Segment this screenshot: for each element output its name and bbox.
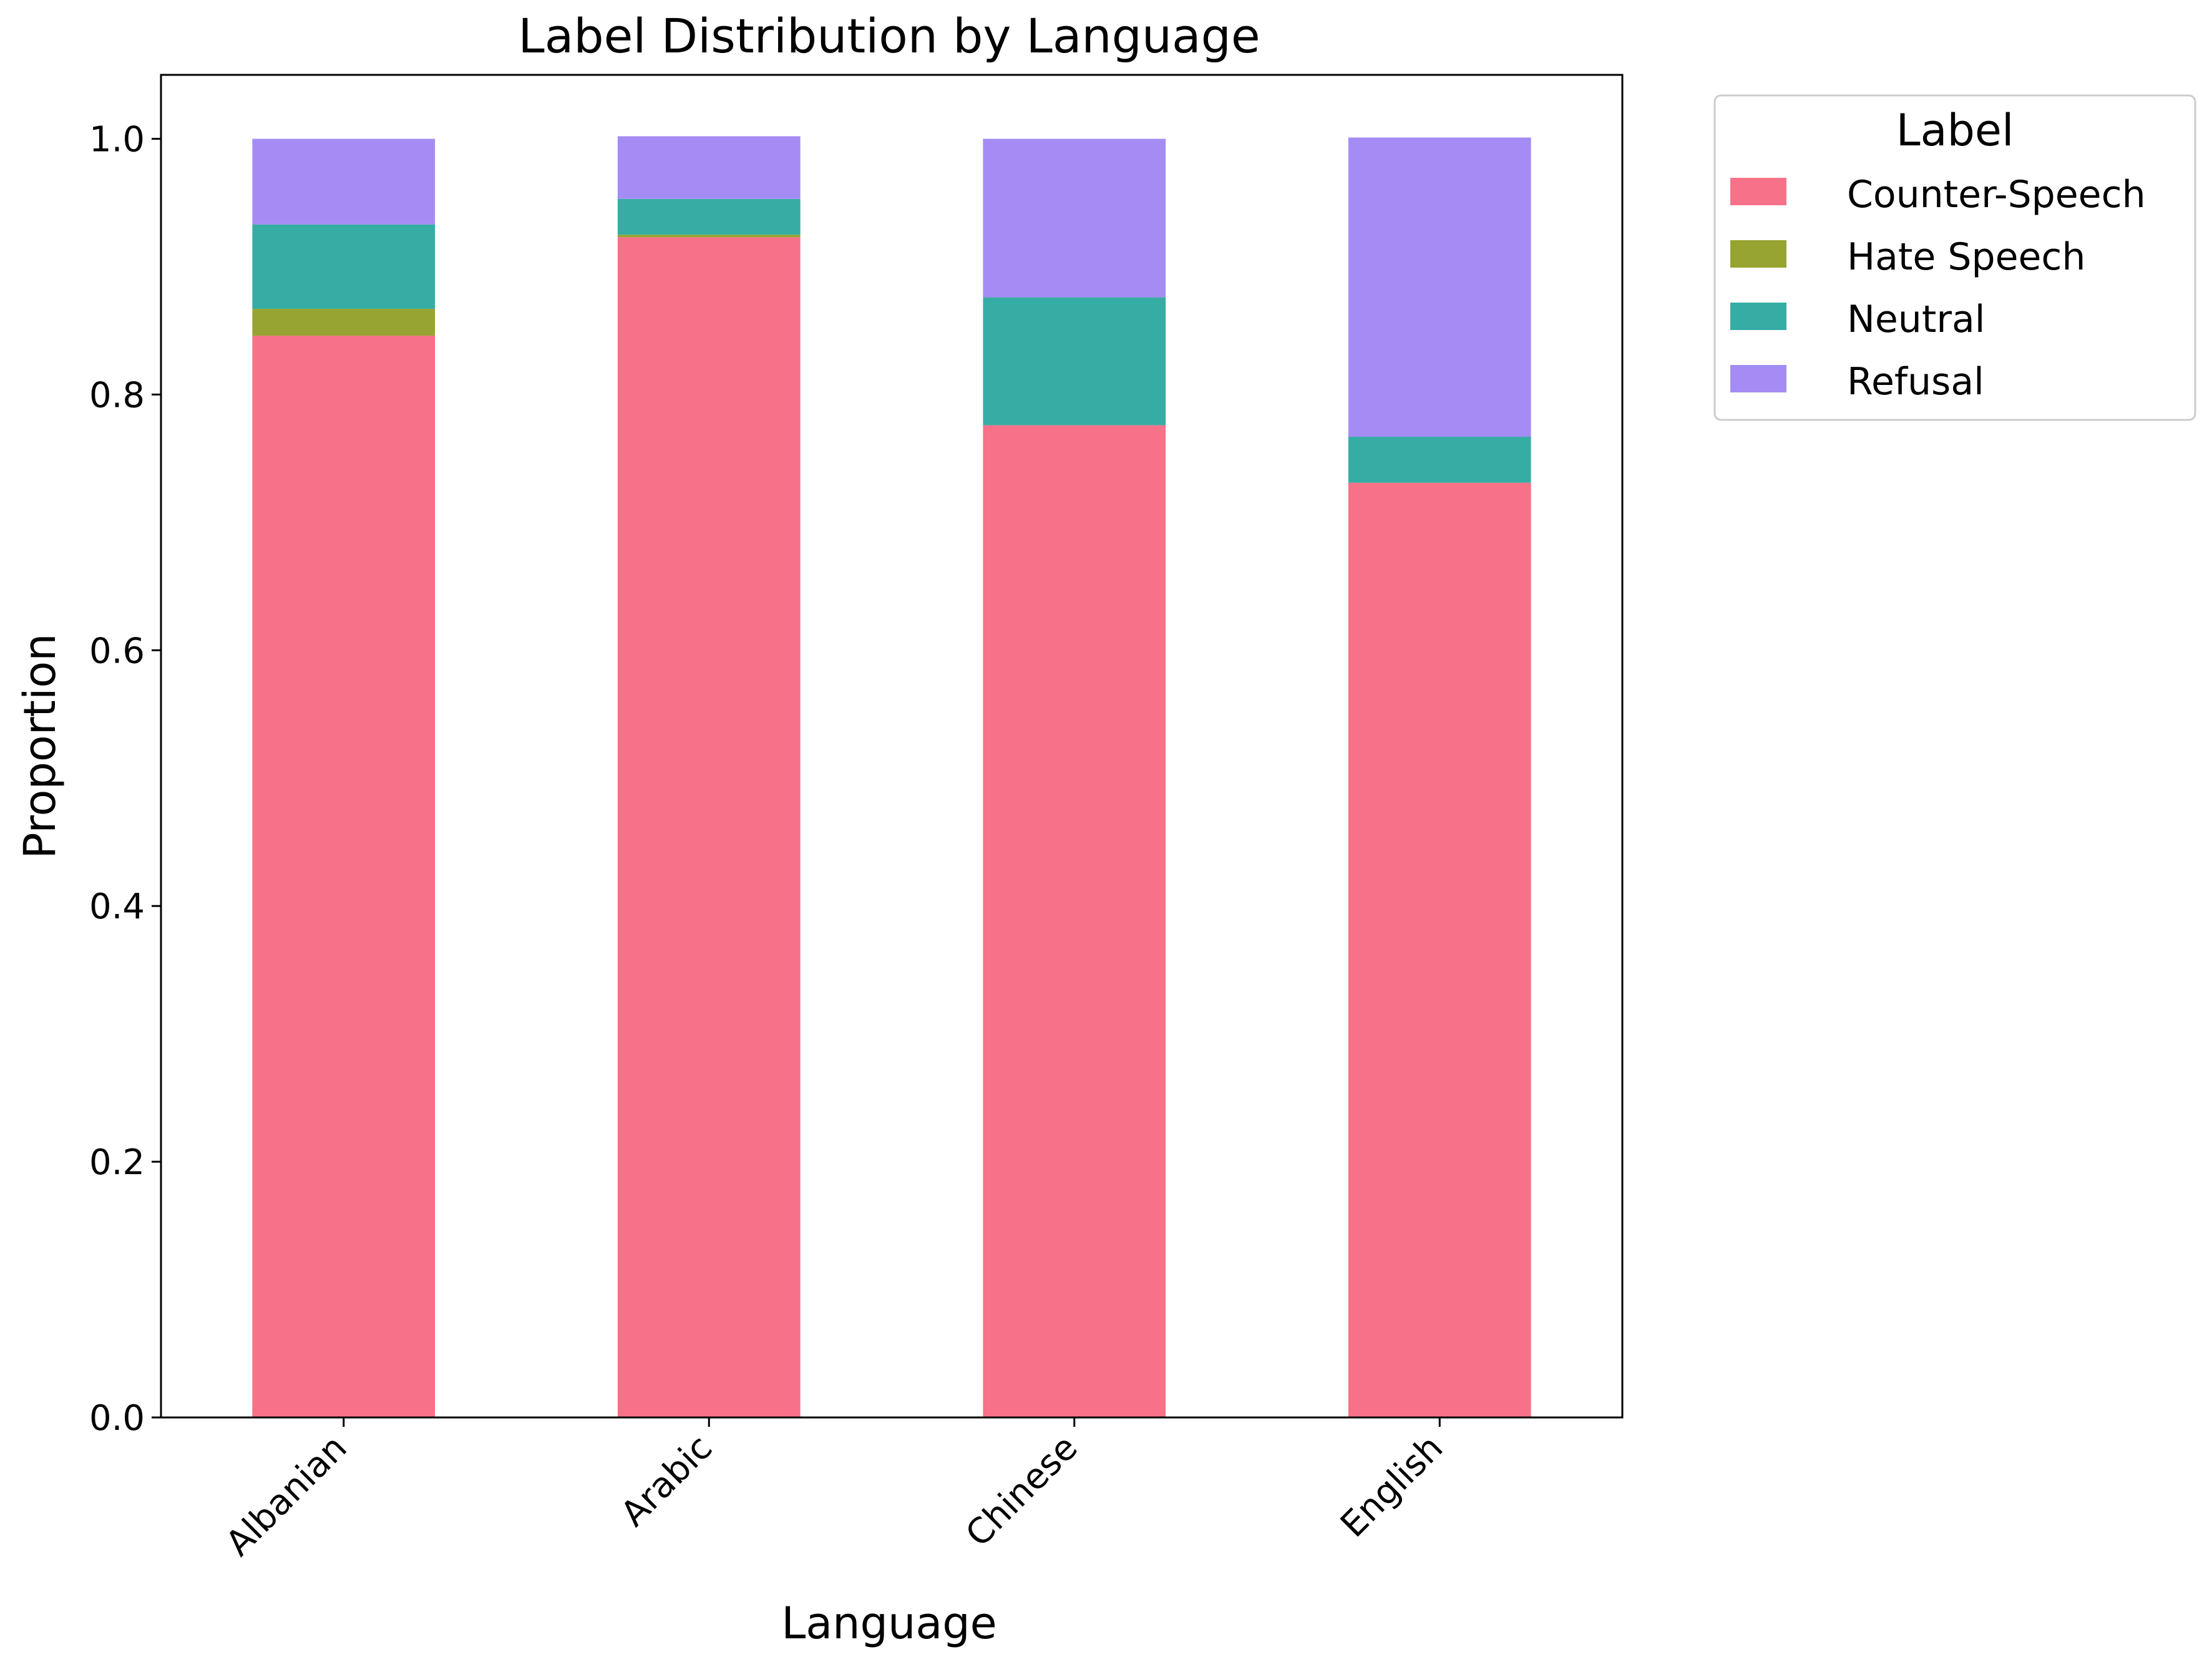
bar-albanian-hate-speech (252, 309, 436, 336)
y-tick-label: 0.0 (89, 1398, 145, 1439)
bar-english-neutral (1348, 437, 1531, 483)
y-tick-label: 0.8 (89, 375, 145, 416)
bar-arabic-counter-speech (617, 237, 801, 1417)
y-tick-label: 0.6 (89, 631, 145, 671)
bar-arabic-hate-speech (617, 235, 801, 238)
legend: Label Counter-Speech Hate Speech Neutral Re… (1713, 94, 2196, 421)
legend-box (1713, 94, 2196, 421)
legend-swatch-hate-speech (1730, 240, 1786, 268)
y-axis-label: Proportion (14, 633, 66, 858)
x-axis-label: Language (781, 1598, 996, 1649)
y-tick-label: 1.0 (89, 119, 145, 160)
legend-swatch-refusal (1730, 365, 1786, 392)
legend-title: Label (1896, 105, 2014, 156)
legend-label-neutral: Neutral (1847, 298, 1985, 341)
bar-arabic-refusal (617, 136, 801, 199)
axes-frame (160, 74, 1624, 1419)
bar-albanian-neutral (252, 224, 436, 309)
bar-albanian-counter-speech (252, 336, 436, 1418)
y-tick-label: 0.4 (89, 887, 145, 927)
bar-english-refusal (1348, 137, 1531, 437)
bar-chinese-counter-speech (983, 425, 1166, 1417)
legend-swatch-counter-speech (1730, 178, 1786, 205)
legend-swatch-neutral (1730, 303, 1786, 330)
y-axis: 0.0 0.2 0.4 0.6 0.8 1.0 (89, 119, 161, 1439)
bar-albanian-refusal (252, 139, 436, 225)
plot-area (252, 136, 1531, 1418)
chart-title: Label Distribution by Language (518, 8, 1260, 64)
y-tick-label: 0.2 (89, 1142, 145, 1183)
bar-chinese-refusal (983, 139, 1166, 298)
legend-label-refusal: Refusal (1847, 360, 1984, 404)
bar-english-counter-speech (1348, 482, 1531, 1417)
legend-label-hate-speech: Hate Speech (1847, 235, 2085, 279)
bar-arabic-neutral (617, 198, 801, 235)
legend-label-counter-speech: Counter-Speech (1847, 173, 2146, 216)
bar-chinese-neutral (983, 297, 1166, 425)
